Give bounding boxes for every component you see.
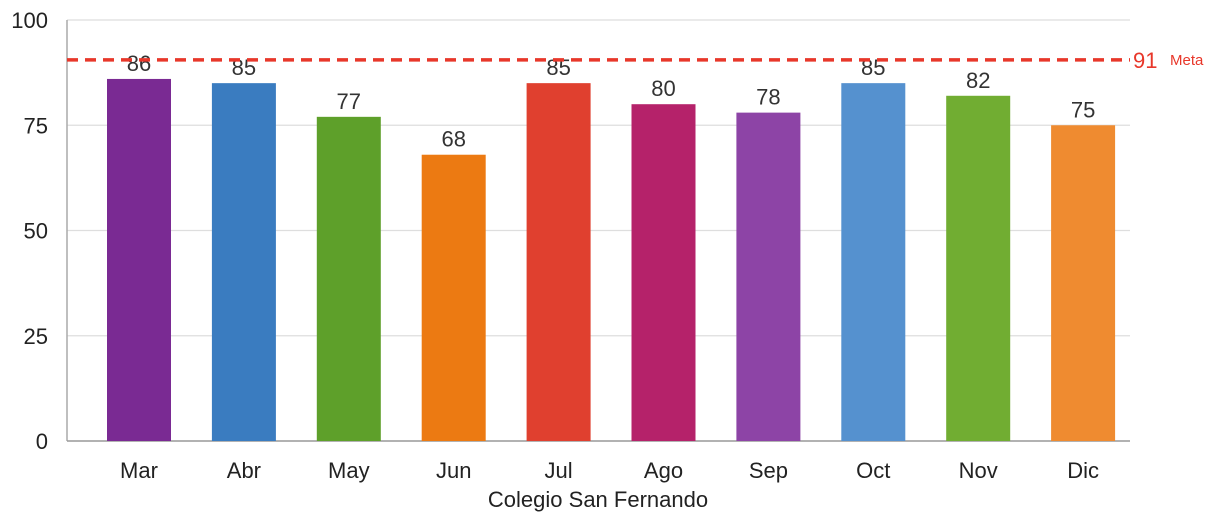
bar xyxy=(1051,125,1116,441)
bar xyxy=(946,95,1011,441)
category-label: Jun xyxy=(436,458,471,483)
category-label: Mar xyxy=(120,458,158,483)
category-label: Dic xyxy=(1067,458,1099,483)
category-label: May xyxy=(328,458,370,483)
bars xyxy=(107,78,1116,442)
category-label: Sep xyxy=(749,458,788,483)
category-label: Jul xyxy=(545,458,573,483)
y-tick-label: 0 xyxy=(36,429,48,454)
goal-line-group: 91 Meta xyxy=(67,48,1204,73)
bar xyxy=(107,78,171,441)
category-label: Ago xyxy=(644,458,683,483)
bar xyxy=(631,104,696,441)
bar xyxy=(211,83,276,442)
data-label: 80 xyxy=(651,76,675,101)
goal-value-label: 91 xyxy=(1133,48,1157,73)
goal-name-label: Meta xyxy=(1170,52,1204,69)
data-label: 68 xyxy=(441,127,465,152)
bar xyxy=(316,116,381,441)
bar xyxy=(526,83,591,442)
data-label: 77 xyxy=(337,89,361,114)
x-axis-title: Colegio San Fernando xyxy=(488,487,708,512)
data-label: 82 xyxy=(966,68,990,93)
y-tick-labels: 0 25 50 75 100 xyxy=(11,8,48,454)
category-label: Abr xyxy=(227,458,261,483)
data-label: 75 xyxy=(1071,97,1095,122)
y-tick-label: 75 xyxy=(24,113,48,138)
category-labels: Mar Abr May Jun Jul Ago Sep Oct Nov Dic xyxy=(120,458,1099,483)
y-tick-label: 50 xyxy=(24,219,48,244)
category-label: Nov xyxy=(959,458,998,483)
y-tick-label: 25 xyxy=(24,324,48,349)
bar xyxy=(421,154,486,441)
bar xyxy=(841,83,906,442)
data-label: 78 xyxy=(756,85,780,110)
y-tick-label: 100 xyxy=(11,8,48,33)
category-label: Oct xyxy=(856,458,890,483)
data-label: 86 xyxy=(127,51,151,76)
bar xyxy=(736,112,801,442)
